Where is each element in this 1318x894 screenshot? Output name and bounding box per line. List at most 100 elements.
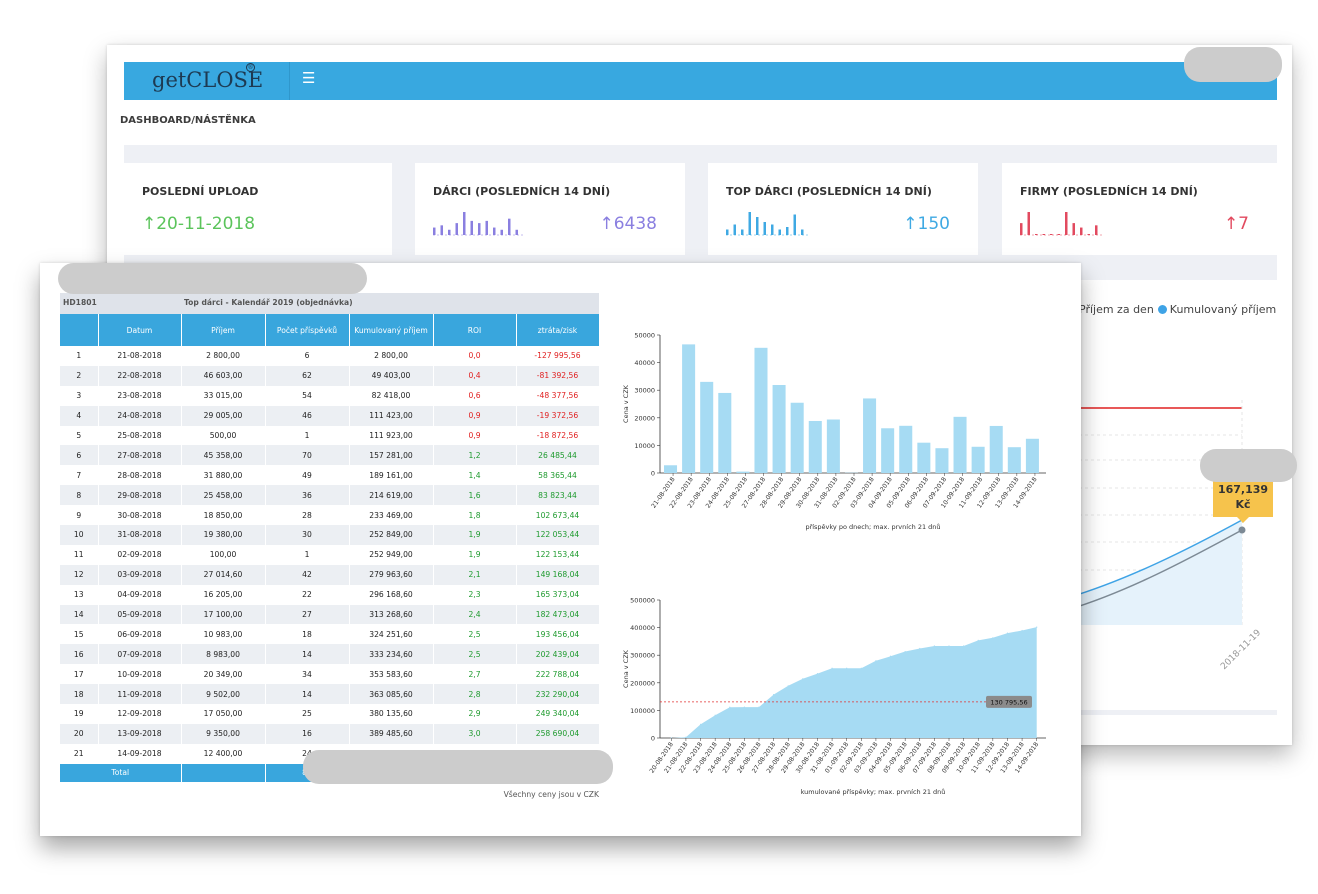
hover-point[interactable]: [1238, 526, 1246, 534]
table-cell: 363 085,60: [349, 684, 434, 705]
table-cell: 0,4: [433, 365, 517, 386]
table-cell: 2,5: [433, 644, 517, 665]
hamburger-icon[interactable]: ☰: [302, 69, 316, 87]
bar[interactable]: [736, 471, 750, 473]
table-cell: 193 456,04: [516, 624, 600, 645]
bar[interactable]: [881, 428, 895, 473]
bar[interactable]: [971, 446, 985, 473]
table-cell: 2,8: [433, 684, 517, 705]
table-row[interactable]: 1 21-08-2018 2 800,00 6 2 800,00 0,0 -127 995,…: [60, 346, 600, 366]
sparkline-bar: [463, 212, 466, 235]
table-row[interactable]: 7 28-08-2018 31 880,00 49 189 161,00 1,4 58 36…: [60, 465, 600, 486]
column-header[interactable]: Příjem: [181, 314, 266, 346]
bar[interactable]: [754, 347, 768, 473]
table-row[interactable]: 5 25-08-2018 500,00 1 111 923,00 0,9 -18 872,5…: [60, 425, 600, 446]
sparkline-bar: [1050, 234, 1053, 235]
sheet-code: HD1801: [63, 298, 97, 307]
bar[interactable]: [682, 344, 696, 473]
table-cell: 16 205,00: [181, 584, 266, 605]
bar[interactable]: [1025, 438, 1039, 473]
sparkline-bar: [470, 220, 473, 235]
bar[interactable]: [935, 448, 949, 473]
bar[interactable]: [718, 392, 732, 473]
legend-dot-icon: [1157, 305, 1167, 314]
table-cell: 2,9: [433, 704, 517, 724]
table-cell: 189 161,00: [349, 465, 434, 486]
table-cell: 1,2: [433, 445, 517, 466]
table-row[interactable]: 9 30-08-2018 18 850,00 28 233 469,00 1,8 102 6…: [60, 505, 600, 526]
table-row[interactable]: 20 13-09-2018 9 350,00 16 389 485,60 3,0 258 6…: [60, 723, 600, 744]
y-axis-label: Cena v CZK: [622, 649, 630, 688]
table-cell: 8: [60, 485, 99, 506]
y-tick-label: 400000: [630, 624, 655, 632]
table-row[interactable]: 8 29-08-2018 25 458,00 36 214 619,00 1,6 83 82…: [60, 485, 600, 506]
bar[interactable]: [790, 402, 804, 473]
bar[interactable]: [664, 465, 678, 473]
column-header[interactable]: Počet příspěvků: [265, 314, 350, 346]
bar[interactable]: [863, 398, 877, 473]
table-cell: 296 168,60: [349, 584, 434, 605]
total-label: Total: [60, 763, 182, 782]
table-cell: 13-09-2018: [98, 723, 182, 744]
bar[interactable]: [808, 420, 822, 473]
table-row[interactable]: 11 02-09-2018 100,00 1 252 949,00 1,9 122 153,…: [60, 544, 600, 565]
table-cell: 2,4: [433, 604, 517, 625]
table-row[interactable]: 19 12-09-2018 17 050,00 25 380 135,60 2,9 249 …: [60, 704, 600, 724]
column-header[interactable]: ztráta/zisk: [516, 314, 600, 346]
table-cell: 279 963,60: [349, 564, 434, 585]
table-cell: 6: [60, 445, 99, 466]
column-header[interactable]: Kumulovaný příjem: [349, 314, 434, 346]
legend-item-daily[interactable]: Příjem za den: [1079, 303, 1154, 316]
table-row[interactable]: 4 24-08-2018 29 005,00 46 111 423,00 0,9 -19 3…: [60, 405, 600, 426]
bar[interactable]: [1007, 447, 1021, 473]
bar[interactable]: [700, 381, 714, 473]
table-cell: 2,7: [433, 664, 517, 685]
table-cell: 14: [265, 684, 350, 705]
brand-logo[interactable]: getCLOSE ®: [124, 62, 290, 100]
table-row[interactable]: 6 27-08-2018 45 358,00 70 157 281,00 1,2 26 48…: [60, 445, 600, 466]
table-cell: 500,00: [181, 425, 266, 446]
daily-income-line: [1066, 529, 1243, 611]
table-cell: 25 458,00: [181, 485, 266, 506]
table-row[interactable]: 14 05-09-2018 17 100,00 27 313 268,60 2,4 182 …: [60, 604, 600, 625]
table-row[interactable]: 10 31-08-2018 19 380,00 30 252 849,00 1,9 122 …: [60, 525, 600, 545]
table-cell: 22: [265, 584, 350, 605]
table-cell: 324 251,60: [349, 624, 434, 645]
area-point: [846, 667, 848, 669]
table-row[interactable]: 3 23-08-2018 33 015,00 54 82 418,00 0,6 -48 37…: [60, 385, 600, 406]
column-header[interactable]: Datum: [98, 314, 182, 346]
column-header[interactable]: [60, 314, 99, 346]
table-cell: 05-09-2018: [98, 604, 182, 625]
y-axis-label: Cena v CZK: [622, 384, 630, 423]
sparkline-bar: [485, 220, 488, 235]
table-row[interactable]: 15 06-09-2018 10 983,00 18 324 251,60 2,5 193 …: [60, 624, 600, 645]
table-row[interactable]: 12 03-09-2018 27 014,60 42 279 963,60 2,1 149 …: [60, 564, 600, 585]
bar[interactable]: [899, 425, 913, 473]
column-header[interactable]: ROI: [433, 314, 517, 346]
table-cell: 31 880,00: [181, 465, 266, 486]
bar[interactable]: [772, 385, 786, 473]
stat-card-companies: FIRMY (POSLEDNÍCH 14 DNÍ) ↑7: [1002, 163, 1277, 255]
table-row[interactable]: 2 22-08-2018 46 603,00 62 49 403,00 0,4 -81 39…: [60, 365, 600, 386]
table-cell: 18: [265, 624, 350, 645]
donors-sparkline: [433, 212, 523, 236]
bar[interactable]: [953, 416, 967, 473]
table-cell: 49 403,00: [349, 365, 434, 386]
table-row[interactable]: 18 11-09-2018 9 502,00 14 363 085,60 2,8 232 2…: [60, 684, 600, 705]
bar[interactable]: [917, 442, 931, 473]
sparkline-bar: [1080, 227, 1083, 235]
bar[interactable]: [989, 425, 1003, 473]
stat-card-last-upload: POSLEDNÍ UPLOAD ↑20-11-2018: [124, 163, 392, 255]
table-row[interactable]: 17 10-09-2018 20 349,00 34 353 583,60 2,7 222 …: [60, 664, 600, 685]
sparkline-bar: [500, 229, 503, 235]
table-cell: 29-08-2018: [98, 485, 182, 506]
table-row[interactable]: 16 07-09-2018 8 983,00 14 333 234,60 2,5 202 4…: [60, 644, 600, 665]
y-tick-label: 30000: [634, 387, 655, 395]
table-cell: 2 800,00: [349, 346, 434, 366]
table-cell: 182 473,04: [516, 604, 600, 625]
bar[interactable]: [826, 419, 840, 473]
table-row[interactable]: 13 04-09-2018 16 205,00 22 296 168,60 2,3 165 …: [60, 584, 600, 605]
legend-item-cumulative[interactable]: Kumulovaný příjem: [1169, 303, 1277, 316]
table-cell: 27: [265, 604, 350, 625]
table-cell: 380 135,60: [349, 704, 434, 724]
